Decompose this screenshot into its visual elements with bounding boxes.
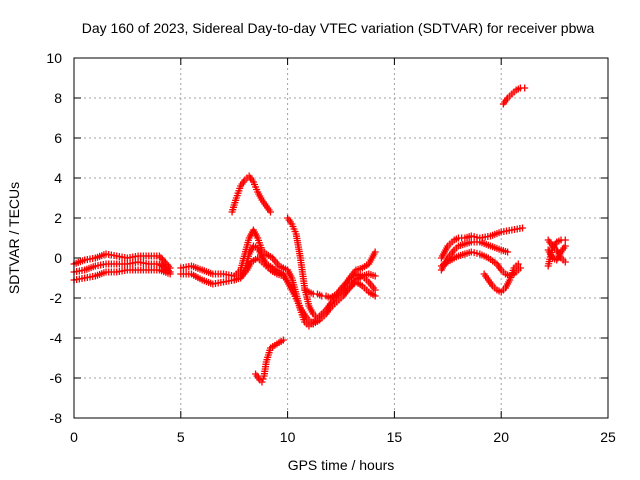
x-tick-label: 25	[600, 429, 616, 445]
data-point	[371, 292, 379, 300]
chart-title: Day 160 of 2023, Sidereal Day-to-day VTE…	[82, 20, 595, 36]
plot-frame	[73, 57, 609, 419]
data-point	[279, 336, 287, 344]
x-tick-label: 5	[177, 429, 185, 445]
series-band-0-5h-lower	[70, 266, 174, 284]
series-rise-20-21h	[499, 84, 529, 108]
x-tick-label: 15	[387, 429, 403, 445]
data-point	[561, 258, 569, 266]
data-point	[371, 286, 379, 294]
x-tick-label: 20	[493, 429, 509, 445]
data-point	[267, 208, 275, 216]
x-tick-label: 0	[70, 429, 78, 445]
y-axis-title: SDTVAR / TECUs	[6, 182, 22, 294]
y-tick-label: -2	[50, 290, 63, 306]
x-axis-title: GPS time / hours	[288, 457, 395, 473]
data-point	[561, 242, 569, 250]
data-point	[371, 248, 379, 256]
series-dip-9h	[252, 336, 287, 386]
series-recovery-12-14h-d	[339, 278, 379, 300]
series-arc-8h-peak	[228, 172, 275, 216]
y-tick-label: 10	[46, 50, 62, 66]
data-point	[258, 378, 266, 386]
x-tick-label: 10	[280, 429, 296, 445]
series-cluster-22-23h-b	[544, 242, 569, 264]
data-point	[519, 224, 527, 232]
series-dip-19-21h	[480, 260, 522, 296]
y-tick-label: 6	[54, 130, 62, 146]
data-point	[371, 272, 379, 280]
series-bump-8-10h-c	[237, 254, 287, 282]
series-recovery-12-14h-c	[326, 270, 379, 302]
data-point	[516, 264, 524, 272]
series-band-0-5h-middle	[70, 258, 174, 276]
series-arc-17-21h-upper	[437, 224, 527, 262]
y-tick-label: 0	[54, 250, 62, 266]
data-point	[561, 236, 569, 244]
series-segment-5-7.5h-lower	[177, 270, 238, 288]
data-point	[514, 260, 522, 268]
y-tick-label: -8	[50, 410, 63, 426]
y-tick-label: 4	[54, 170, 62, 186]
y-tick-label: 8	[54, 90, 62, 106]
data-point	[166, 270, 174, 278]
y-tick-label: 2	[54, 210, 62, 226]
data-series	[70, 84, 569, 386]
y-tick-label: -6	[50, 370, 63, 386]
data-point	[521, 84, 529, 92]
data-point	[504, 248, 512, 256]
axes: 0 5 10 15 20 25 -8 -6 -4 -2 0 2 4 6 8 10	[46, 50, 616, 445]
series-cluster-22-23h-c	[544, 236, 569, 266]
trace-marker	[259, 375, 267, 383]
y-tick-label: -4	[50, 330, 63, 346]
series-arc-17-21h-lower	[437, 248, 524, 280]
series-drop-10-12h-d	[301, 286, 334, 302]
